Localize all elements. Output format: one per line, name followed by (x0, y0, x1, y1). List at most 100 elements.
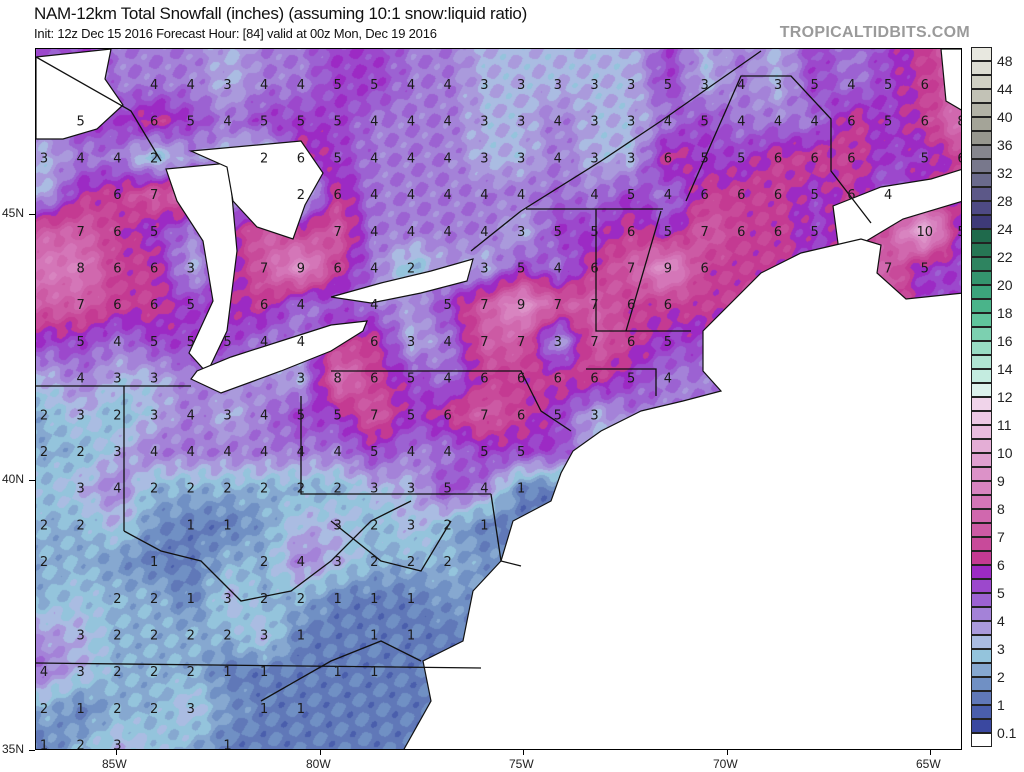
colorbar-tick-label: 14 (997, 361, 1013, 377)
border-line (123, 500, 412, 602)
snowfall-value-label: 5 (627, 372, 635, 387)
colorbar-segment (971, 75, 992, 89)
snowfall-value-label: 3 (113, 372, 121, 387)
snowfall-value-label: 3 (223, 592, 231, 607)
longitude-label: 85W (102, 757, 127, 771)
snowfall-value-label: 4 (187, 445, 195, 460)
snowfall-value-label: 4 (590, 188, 598, 203)
snowfall-value-label: 3 (370, 482, 378, 497)
snowfall-value-label: 2 (187, 665, 195, 680)
brand-watermark: TROPICALTIDBITS.COM (779, 24, 970, 41)
colorbar-segment (971, 649, 992, 663)
snowfall-value-label: 2 (260, 151, 268, 166)
snowfall-value-label: 3 (187, 262, 195, 277)
colorbar-segment (971, 257, 992, 271)
colorbar-segment (971, 47, 992, 61)
snowfall-value-label: 5 (664, 335, 672, 350)
snowfall-value-label: 5 (590, 225, 598, 240)
snowfall-value-label: 4 (664, 188, 672, 203)
latitude-label: 45N (2, 206, 25, 220)
snowfall-value-label: 7 (480, 298, 488, 313)
snowfall-value-label: 7 (480, 335, 488, 350)
snowfall-value-label: 4 (77, 372, 85, 387)
colorbar-segment (971, 145, 992, 159)
snowfall-value-label: 4 (370, 225, 378, 240)
snowfall-value-label: 5 (370, 445, 378, 460)
snowfall-value-label: 3 (407, 482, 415, 497)
snowfall-value-label: 5 (554, 225, 562, 240)
snowfall-value-label: 2 (40, 445, 48, 460)
colorbar-tick-label: 9 (997, 473, 1005, 489)
snowfall-value-label: 7 (480, 408, 488, 423)
snowfall-value-label: 3 (480, 78, 488, 93)
snowfall-value-label: 5 (811, 225, 819, 240)
colorbar-tick-label: 44 (997, 81, 1013, 97)
longitude-label: 65W (916, 757, 941, 771)
colorbar-segment (971, 635, 992, 649)
colorbar-segment (971, 285, 992, 299)
colorbar-segment (971, 663, 992, 677)
snowfall-value-label: 5 (480, 445, 488, 460)
longitude-tick (116, 750, 117, 755)
snowfall-value-label: 4 (407, 225, 415, 240)
snowfall-value-label: 5 (957, 225, 962, 240)
snowfall-value-label: 2 (187, 629, 195, 644)
snowfall-value-label: 6 (847, 115, 855, 130)
snowfall-value-label: 6 (554, 372, 562, 387)
snowfall-value-label: 5 (333, 151, 341, 166)
snowfall-value-label: 6 (150, 262, 158, 277)
snowfall-value-label: 1 (407, 592, 415, 607)
colorbar-tick-label: 2 (997, 669, 1005, 685)
snowfall-value-label: 1 (150, 555, 158, 570)
snowfall-value-label: 2 (297, 592, 305, 607)
snowfall-value-label: 6 (921, 115, 929, 130)
snowfall-value-label: 4 (444, 335, 452, 350)
snowfall-value-label: 6 (333, 262, 341, 277)
snowfall-value-label: 4 (333, 445, 341, 460)
snowfall-value-label: 7 (554, 298, 562, 313)
snowfall-value-label: 6 (627, 225, 635, 240)
colorbar-segment (971, 691, 992, 705)
snowfall-value-label: 4 (554, 262, 562, 277)
snowfall-value-label: 5 (700, 151, 708, 166)
snowfall-value-label: 2 (150, 702, 158, 717)
snowfall-value-label: 1 (333, 665, 341, 680)
latitude-tick (29, 750, 35, 751)
snowfall-value-label: 3 (554, 335, 562, 350)
snowfall-value-label: 8 (77, 262, 85, 277)
colorbar-tick-label: 6 (997, 557, 1005, 573)
colorbar-tick-label: 28 (997, 193, 1013, 209)
snowfall-value-label: 6 (664, 298, 672, 313)
colorbar-segment (971, 537, 992, 551)
colorbar-segment (971, 299, 992, 313)
snowfall-value-label: 2 (40, 702, 48, 717)
snowfall-value-label: 6 (590, 372, 598, 387)
border-line (595, 209, 691, 332)
snowfall-value-label: 2 (113, 665, 121, 680)
snowfall-value-label: 7 (700, 225, 708, 240)
colorbar-tick-label: 8 (997, 501, 1005, 517)
snowfall-value-label: 1 (297, 702, 305, 717)
snowfall-value-label: 6 (627, 335, 635, 350)
colorbar-segment (971, 215, 992, 229)
snowfall-value-label: 3 (627, 151, 635, 166)
snowfall-value-label: 3 (774, 78, 782, 93)
snowfall-value-label: 2 (150, 665, 158, 680)
border-line (36, 56, 162, 162)
colorbar-segment (971, 187, 992, 201)
snowfall-value-label: 2 (297, 188, 305, 203)
snowfall-value-label: 2 (407, 555, 415, 570)
snowfall-value-label: 5 (297, 408, 305, 423)
snowfall-value-label: 2 (77, 518, 85, 533)
latitude-tick (29, 480, 35, 481)
colorbar-segment (971, 719, 992, 733)
snowfall-value-label: 4 (444, 115, 452, 130)
colorbar-segment (971, 89, 992, 103)
snowfall-value-label: 3 (333, 555, 341, 570)
colorbar-tick-label: 7 (997, 529, 1005, 545)
snowfall-value-label: 3 (223, 78, 231, 93)
colorbar-tick-label: 40 (997, 109, 1013, 125)
colorbar-segment (971, 355, 992, 369)
snowfall-value-label: 7 (333, 225, 341, 240)
snowfall-value-label: 6 (957, 151, 962, 166)
